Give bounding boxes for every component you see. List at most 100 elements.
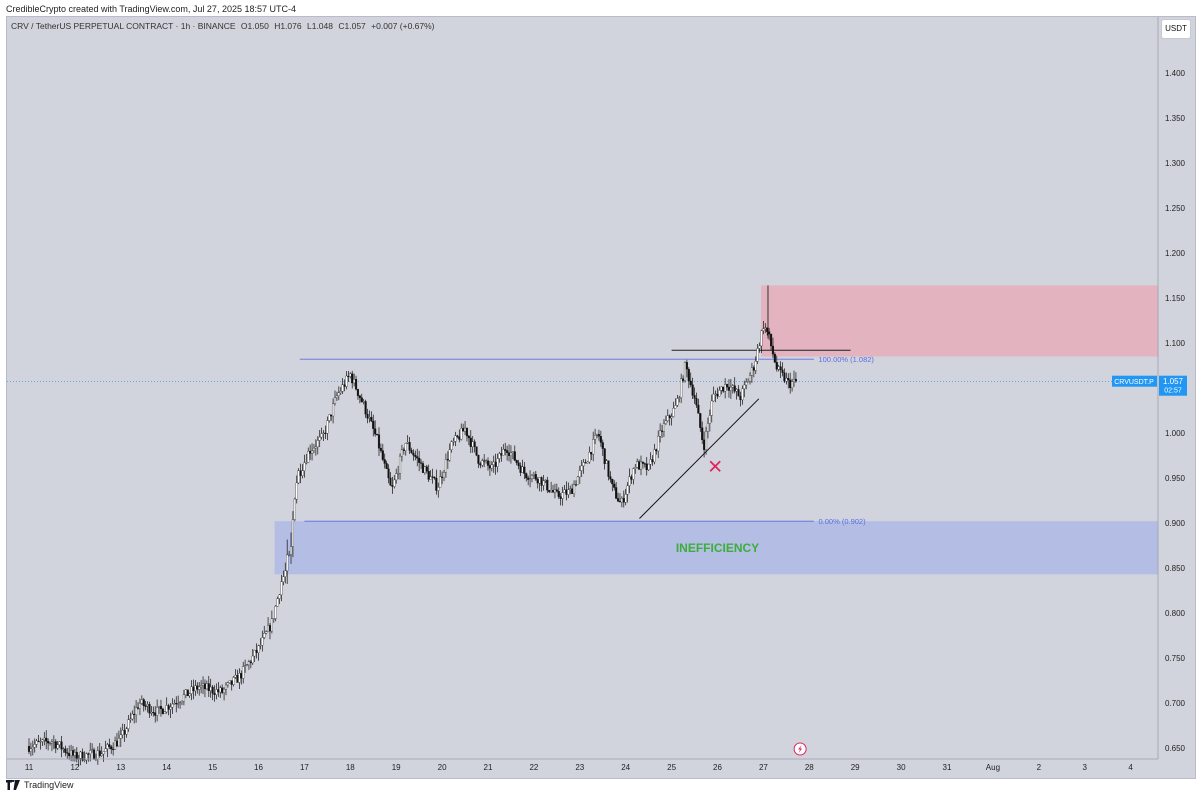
candle-body: [169, 706, 172, 710]
candle-body: [781, 369, 784, 373]
candle-body: [326, 420, 329, 434]
candle-body: [343, 384, 346, 387]
fib-level-label: 0.00% (0.902): [818, 517, 866, 526]
time-tick-label: 30: [897, 763, 906, 772]
candle-body: [636, 461, 639, 468]
candle-body: [286, 554, 289, 572]
candle-body: [653, 449, 656, 463]
candle-body: [544, 479, 547, 482]
candle-body: [561, 492, 564, 499]
candle-body: [87, 753, 90, 755]
price-tick-label: 1.400: [1165, 69, 1186, 78]
candle-body: [691, 384, 694, 396]
candle-body: [50, 741, 53, 744]
candle-body: [557, 491, 560, 497]
candle-body: [714, 393, 717, 395]
candle-body: [573, 484, 576, 494]
candle-body: [398, 455, 402, 474]
time-tick-label: 19: [392, 763, 401, 772]
tradingview-brand: TradingView: [24, 780, 74, 790]
candle-body: [157, 705, 161, 708]
candle-body: [276, 598, 279, 607]
candle-body: [131, 713, 134, 720]
candle-body: [580, 465, 583, 471]
time-axis[interactable]: 11 12 13 14 15 16 17 18 19 20 21 22 23 24 25 26 27 28 29 30…: [7, 758, 1158, 772]
candle-body: [347, 375, 350, 377]
candle-body: [672, 408, 675, 417]
time-tick-label: 12: [70, 763, 79, 772]
ohlc-low: L1.048: [306, 21, 333, 31]
candle-body: [253, 650, 256, 657]
time-tick-label: 25: [667, 763, 676, 772]
candle-body: [240, 673, 243, 679]
candle-body: [274, 606, 277, 619]
candle-body: [756, 348, 759, 362]
candle-body: [351, 373, 354, 384]
time-tick-label: 3: [1082, 763, 1087, 772]
candle-body: [536, 479, 539, 484]
time-tick-label: 22: [529, 763, 538, 772]
candle-body: [83, 759, 86, 761]
candle-body: [708, 415, 711, 424]
candle-body: [377, 434, 381, 449]
candle-body: [385, 463, 388, 469]
candle-body: [655, 449, 658, 452]
candle-body: [747, 380, 750, 383]
candle-body: [203, 683, 207, 690]
candle-body: [307, 451, 310, 463]
last-price-value: 1.057: [1163, 377, 1184, 386]
candle-body: [62, 748, 65, 750]
candle-body: [303, 462, 306, 471]
candle-body: [527, 477, 530, 480]
candle-body: [697, 404, 700, 414]
candle-body: [221, 687, 224, 693]
candle-body: [205, 683, 208, 690]
candle-body: [223, 689, 226, 693]
symbol-title[interactable]: CRV / TetherUS PERPETUAL CONTRACT · 1h ·…: [11, 21, 236, 31]
candle-body: [509, 452, 512, 456]
candle-body: [463, 427, 467, 432]
resistance-zone: [761, 285, 1158, 357]
bar-countdown: 02:57: [1164, 388, 1182, 395]
candle-body: [190, 686, 193, 694]
candle-body: [188, 693, 191, 697]
currency-button[interactable]: USDT: [1161, 19, 1191, 39]
candle-body: [504, 449, 507, 451]
candle-body: [682, 378, 685, 381]
candle-body: [496, 458, 499, 467]
candle-body: [293, 498, 296, 520]
candle-body: [125, 728, 128, 735]
candle-body: [592, 439, 595, 455]
time-tick-label: 2: [1037, 763, 1042, 772]
candle-body: [45, 737, 48, 742]
candle-body: [542, 480, 545, 486]
candle-body: [47, 741, 50, 744]
candle-body: [358, 395, 361, 398]
candle-body: [538, 477, 541, 484]
candle-body: [133, 713, 136, 716]
candle-body: [175, 703, 178, 705]
candle-body: [599, 436, 602, 443]
candle-body: [452, 441, 455, 443]
candle-body: [106, 744, 109, 749]
candle-body: [268, 625, 272, 632]
candle-body: [710, 400, 713, 416]
time-tick-label: 24: [621, 763, 630, 772]
price-tick-label: 0.900: [1165, 519, 1186, 528]
candle-body: [161, 708, 164, 715]
candle-body: [400, 449, 403, 457]
candle-body: [119, 734, 122, 739]
price-tick-label: 0.800: [1165, 609, 1186, 618]
candle-body: [641, 461, 644, 464]
candle-body: [590, 452, 593, 455]
candle-body: [368, 417, 371, 419]
candle-body: [102, 751, 105, 755]
chart-frame[interactable]: CRV / TetherUS PERPETUAL CONTRACT · 1h ·…: [6, 16, 1196, 779]
ohlc-high: H1.076: [274, 21, 302, 31]
candle-body: [165, 705, 168, 713]
candle-body: [431, 476, 434, 478]
candle-body: [553, 489, 556, 493]
candle-body: [469, 437, 472, 447]
candle-body: [167, 705, 170, 710]
